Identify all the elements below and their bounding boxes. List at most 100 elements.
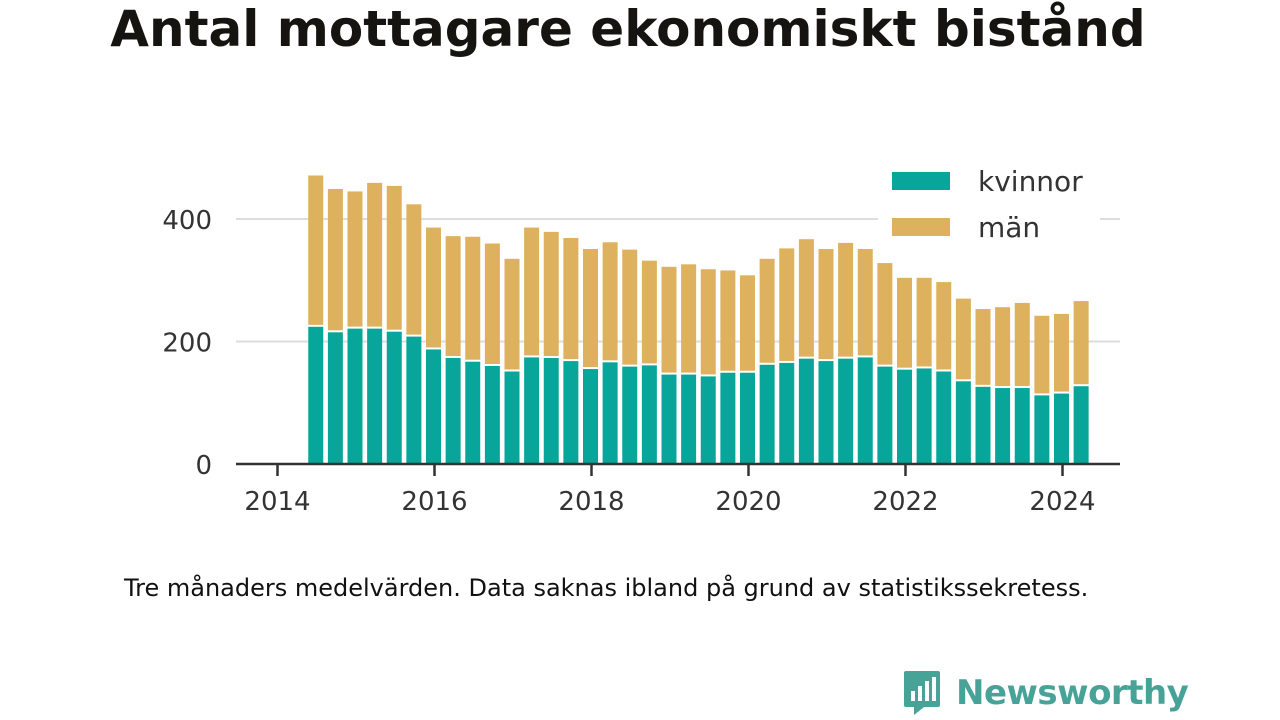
chart-note: Tre månaders medelvärden. Data saknas ib… — [124, 574, 1089, 602]
bar-man-2019-Q1 — [681, 264, 697, 373]
bar-kvinnor-2018-Q2 — [622, 366, 638, 464]
y-tick-label: 0 — [195, 451, 212, 481]
bar-kvinnor-2021-Q3 — [877, 366, 893, 464]
chart: kvinnor män 0 200 400 2014 2016 2018 2020 2022… — [162, 160, 1120, 517]
legend: kvinnor män — [878, 160, 1100, 250]
bar-man-2015-Q3 — [406, 204, 422, 335]
legend-swatch-man — [892, 218, 950, 236]
bar-kvinnor-2015-Q3 — [406, 336, 422, 464]
bar-kvinnor-2021-Q1 — [838, 358, 854, 464]
bar-man-2020-Q2 — [779, 248, 795, 361]
bar-kvinnor-2017-Q2 — [543, 358, 559, 464]
y-tick-label: 200 — [162, 329, 212, 359]
chart-title: Antal mottagare ekonomiskt bistånd — [110, 0, 1146, 58]
y-tick-label: 400 — [162, 206, 212, 236]
bar-man-2021-Q1 — [838, 242, 854, 357]
bar-kvinnor-2020-Q2 — [779, 362, 795, 464]
bar-man-2016-Q2 — [465, 236, 481, 360]
bar-kvinnor-2019-Q3 — [720, 372, 736, 464]
bar-kvinnor-2017-Q1 — [524, 357, 540, 464]
bar-kvinnor-2018-Q1 — [602, 362, 618, 464]
bar-kvinnor-2022-Q3 — [955, 381, 971, 464]
bar-man-2024-Q1 — [1073, 301, 1089, 385]
bar-man-2017-Q4 — [583, 249, 598, 368]
bar-man-2021-Q3 — [877, 263, 893, 365]
bar-kvinnor-2015-Q2 — [386, 331, 402, 464]
bar-kvinnor-2020-Q4 — [818, 361, 834, 464]
bar-man-2023-Q1 — [995, 307, 1011, 387]
bar-man-2016-Q3 — [484, 243, 500, 364]
bar-kvinnor-2022-Q1 — [916, 368, 932, 464]
bar-man-2021-Q2 — [857, 249, 873, 356]
bar-kvinnor-2019-Q4 — [740, 372, 755, 464]
newsworthy-logo-icon — [904, 671, 940, 715]
bar-man-2022-Q2 — [936, 282, 952, 370]
bar-kvinnor-2023-Q4 — [1054, 393, 1069, 464]
bar-man-2019-Q4 — [740, 275, 755, 371]
bar-man-2015-Q2 — [386, 185, 402, 330]
legend-label-kvinnor: kvinnor — [978, 165, 1083, 198]
bar-kvinnor-2023-Q1 — [995, 388, 1011, 464]
brand[interactable]: Newsworthy — [902, 668, 1189, 718]
legend-label-man: män — [978, 211, 1040, 244]
bar-man-2017-Q1 — [524, 227, 540, 356]
y-axis-ticks: 0 200 400 — [162, 206, 212, 481]
bar-man-2020-Q3 — [798, 239, 814, 357]
bar-man-2019-Q3 — [720, 270, 736, 371]
bar-kvinnor-2017-Q3 — [563, 361, 579, 464]
bar-kvinnor-2021-Q4 — [897, 369, 912, 464]
bar-kvinnor-2014-Q3 — [327, 332, 343, 464]
bar-kvinnor-2016-Q4 — [504, 371, 520, 464]
bar-man-2018-Q3 — [641, 260, 657, 364]
bar-man-2018-Q4 — [661, 266, 677, 373]
x-tick-label: 2020 — [715, 487, 781, 517]
bar-man-2016-Q1 — [445, 236, 461, 357]
bar-man-2016-Q4 — [504, 258, 520, 370]
x-tick-label: 2018 — [558, 487, 624, 517]
bar-man-2022-Q4 — [975, 309, 991, 385]
x-tick-label: 2016 — [401, 487, 467, 517]
bars — [308, 175, 1089, 464]
x-tick-label: 2024 — [1029, 487, 1095, 517]
bar-man-2022-Q3 — [955, 298, 971, 380]
bar-man-2023-Q4 — [1054, 313, 1069, 392]
bar-man-2021-Q4 — [897, 277, 912, 368]
bar-kvinnor-2022-Q2 — [936, 371, 952, 464]
bar-man-2023-Q2 — [1014, 302, 1030, 387]
bar-kvinnor-2022-Q4 — [975, 386, 991, 464]
bar-man-2023-Q3 — [1034, 315, 1050, 394]
x-axis-ticks: 2014 2016 2018 2020 2022 2024 — [244, 464, 1096, 517]
bar-man-2020-Q1 — [759, 258, 775, 363]
bar-man-2014-Q2 — [308, 175, 324, 325]
bar-kvinnor-2023-Q3 — [1034, 395, 1050, 464]
bar-kvinnor-2020-Q1 — [759, 364, 775, 464]
bar-man-2015-Q1 — [367, 182, 383, 327]
bar-kvinnor-2016-Q2 — [465, 361, 481, 464]
bar-kvinnor-2014-Q2 — [308, 326, 324, 464]
bar-kvinnor-2019-Q1 — [681, 374, 697, 464]
bar-man-2018-Q1 — [602, 242, 618, 361]
bar-kvinnor-2015-Q1 — [367, 328, 383, 464]
bar-kvinnor-2018-Q4 — [661, 374, 677, 464]
bar-kvinnor-2016-Q3 — [484, 366, 500, 464]
x-tick-label: 2022 — [872, 487, 938, 517]
bar-man-2020-Q4 — [818, 249, 834, 360]
bar-kvinnor-2024-Q1 — [1073, 386, 1089, 464]
bar-kvinnor-2016-Q1 — [445, 358, 461, 464]
bar-man-2017-Q2 — [543, 231, 559, 357]
x-tick-label: 2014 — [244, 487, 310, 517]
bar-man-2022-Q1 — [916, 277, 932, 367]
bar-kvinnor-2021-Q2 — [857, 357, 873, 464]
brand-name: Newsworthy — [956, 673, 1189, 713]
legend-swatch-kvinnor — [892, 172, 950, 190]
bar-kvinnor-2020-Q3 — [798, 358, 814, 464]
bar-man-2015-Q4 — [426, 227, 441, 348]
bar-man-2019-Q2 — [700, 269, 716, 375]
bar-kvinnor-2014-Q4 — [347, 328, 363, 464]
bar-man-2014-Q4 — [347, 191, 363, 327]
bar-kvinnor-2018-Q3 — [641, 365, 657, 464]
bar-kvinnor-2017-Q4 — [583, 369, 598, 464]
bar-man-2014-Q3 — [327, 188, 343, 331]
bar-kvinnor-2019-Q2 — [700, 376, 716, 464]
bar-man-2017-Q3 — [563, 237, 579, 360]
